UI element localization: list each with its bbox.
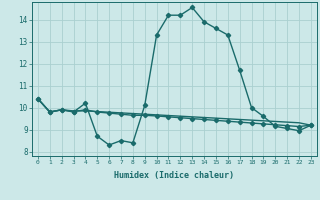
X-axis label: Humidex (Indice chaleur): Humidex (Indice chaleur) xyxy=(115,171,234,180)
